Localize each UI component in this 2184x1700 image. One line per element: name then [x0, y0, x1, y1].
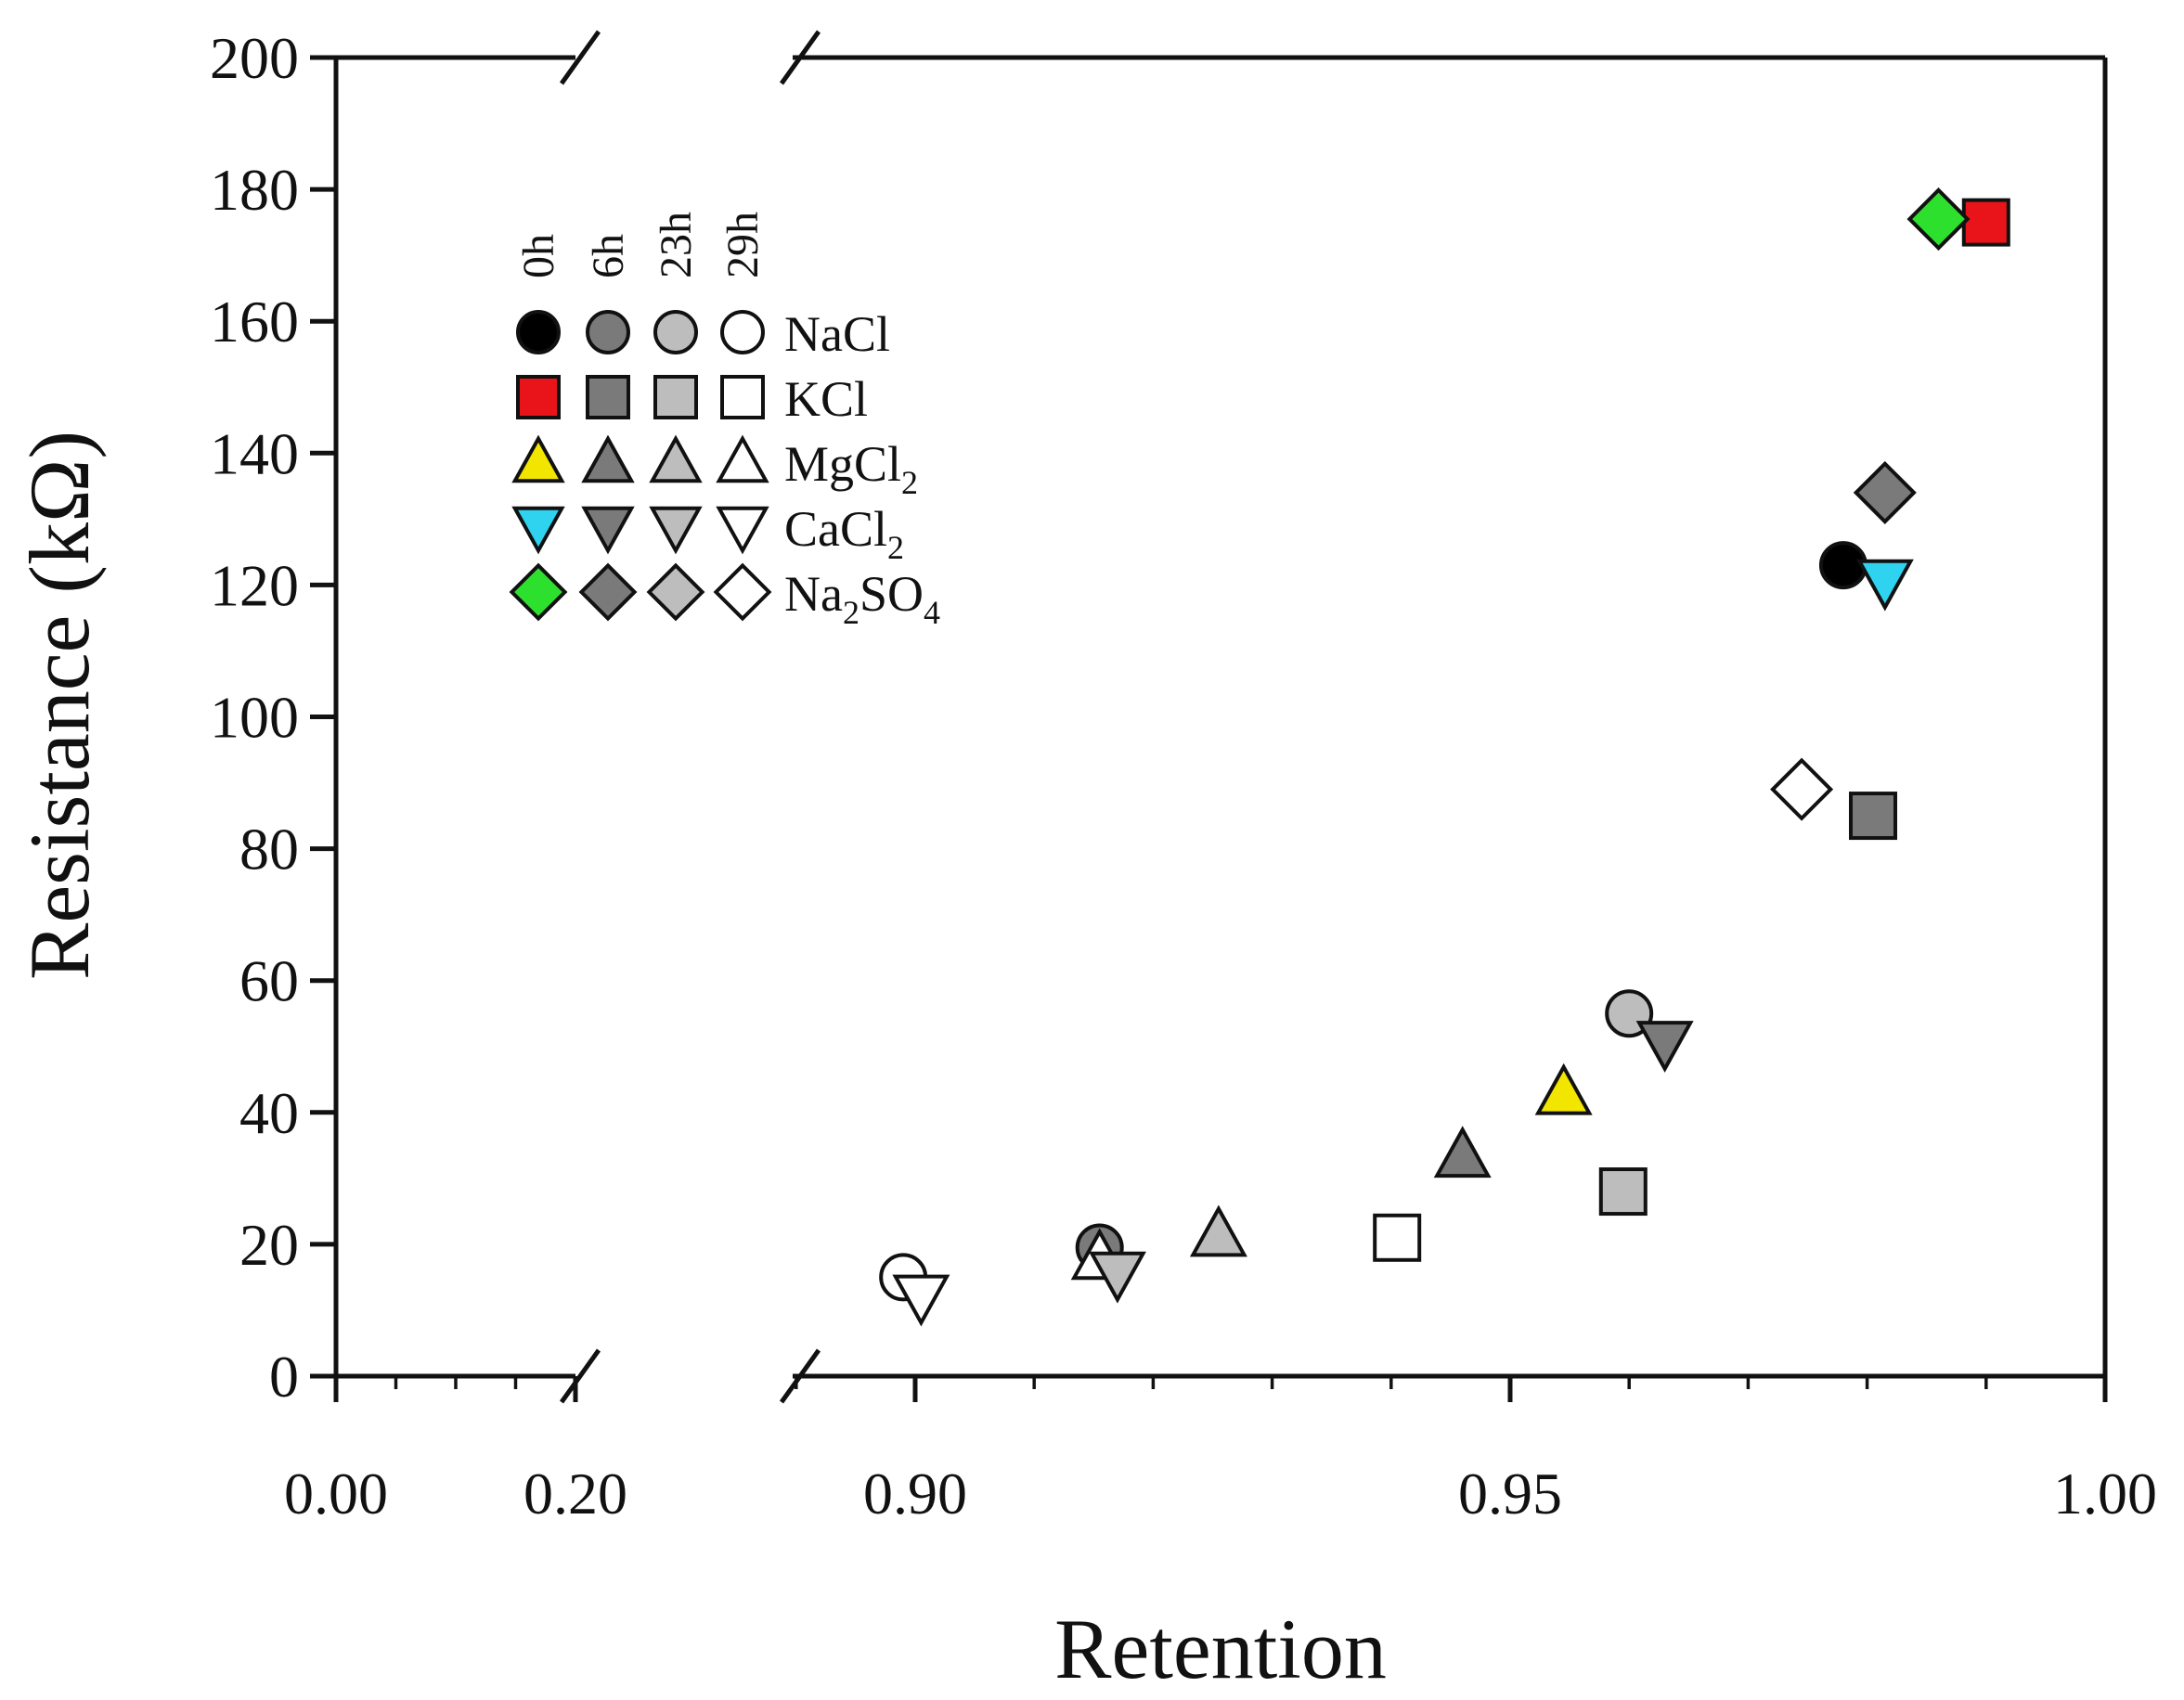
data-point-cacl2-23h	[1088, 1251, 1146, 1304]
y-tick-label: 100	[210, 685, 299, 751]
legend-marker-na2so4-23h	[646, 562, 705, 622]
legend-label-main: Na	[784, 566, 843, 622]
legend-marker-nacl-29h	[720, 310, 765, 354]
legend-marker-cacl2-6h	[581, 506, 635, 555]
data-point-na2so4-29h	[1770, 757, 1834, 821]
x-tick-label: 0.95	[1458, 1461, 1562, 1526]
data-point-nacl-0h	[1818, 541, 1867, 590]
data-point-mgcl2-23h	[1189, 1204, 1247, 1257]
data-point-kcl-23h	[1598, 1167, 1648, 1217]
legend-label-main: MgCl	[784, 436, 901, 492]
axis-break-mark-top-right	[779, 30, 821, 85]
data-point-kcl-29h	[1373, 1213, 1422, 1262]
y-axis-title: Resistance (kΩ)	[12, 431, 107, 980]
x-tick-label: 1.00	[2053, 1461, 2157, 1526]
legend-label-subscript: 2	[887, 529, 904, 566]
y-tick-label: 140	[210, 420, 299, 486]
data-point-kcl-0h	[1961, 198, 2010, 247]
legend-label-cacl2: CaCl2	[784, 501, 904, 566]
legend-marker-na2so4-0h	[509, 562, 568, 622]
legend-label-subscript: 4	[924, 594, 940, 631]
data-point-cacl2-6h	[1635, 1021, 1694, 1073]
legend-time-label: 0h	[514, 234, 563, 278]
legend-marker-nacl-23h	[653, 310, 698, 354]
legend-marker-na2so4-29h	[713, 562, 772, 622]
data-point-na2so4-6h	[1853, 460, 1917, 524]
y-tick-label: 40	[239, 1080, 299, 1146]
y-tick-label: 20	[239, 1212, 299, 1278]
y-tick-label: 200	[210, 25, 299, 91]
legend-time-label: 23h	[652, 212, 701, 278]
y-tick-label: 80	[239, 817, 299, 882]
legend-label-main: CaCl	[784, 501, 887, 557]
legend-label-tail: SO	[859, 566, 924, 622]
legend-time-label: 29h	[718, 212, 768, 278]
legend-label-kcl: KCl	[784, 371, 868, 427]
legend-marker-cacl2-23h	[649, 506, 703, 555]
data-point-na2so4-0h	[1906, 187, 1971, 251]
y-tick-label: 180	[210, 157, 299, 223]
data-point-kcl-6h	[1849, 792, 1898, 841]
legend-marker-kcl-6h	[586, 375, 630, 419]
data-point-cacl2-0h	[1855, 559, 1914, 612]
legend-label-subscript: 2	[901, 464, 918, 501]
legend-marker-mgcl2-29h	[716, 434, 769, 483]
data-point-cacl2-29h	[892, 1274, 950, 1327]
legend-marker-cacl2-0h	[511, 506, 565, 555]
axis-break-mark-bottom-right	[779, 1348, 821, 1404]
legend-marker-kcl-23h	[653, 375, 698, 419]
legend-label-subscript: 2	[843, 594, 859, 631]
y-tick-label: 60	[239, 948, 299, 1014]
legend-label-main: NaCl	[784, 306, 890, 362]
x-axis-title: Retention	[1054, 1602, 1387, 1696]
legend-marker-mgcl2-0h	[511, 434, 565, 483]
legend-label-main: KCl	[784, 371, 868, 427]
legend-marker-mgcl2-6h	[581, 434, 635, 483]
data-points	[879, 187, 2010, 1327]
legend-marker-na2so4-6h	[578, 562, 638, 622]
tick-marks	[310, 55, 2108, 1402]
y-tick-label: 160	[210, 289, 299, 354]
x-tick-label: 0.90	[863, 1461, 967, 1526]
legend-marker-kcl-29h	[720, 375, 765, 419]
y-tick-label: 0	[269, 1344, 299, 1410]
legend-time-label: 6h	[584, 234, 633, 278]
tick-labels: 0 20 40 60 80 100 120 140 160 180 200 0.00 0.20 0.90 0…	[210, 25, 2157, 1526]
axis-break-mark-bottom-left	[559, 1348, 601, 1404]
legend-marker-nacl-6h	[586, 310, 630, 354]
legend-marker-mgcl2-23h	[649, 434, 703, 483]
legend-label-mgcl2: MgCl2	[784, 436, 918, 501]
legend-marker-nacl-0h	[516, 310, 561, 354]
data-point-mgcl2-6h	[1433, 1126, 1492, 1178]
legend-marker-kcl-0h	[516, 375, 561, 419]
y-tick-label: 120	[210, 552, 299, 618]
legend-label-nacl: NaCl	[784, 306, 890, 362]
x-tick-label: 0.20	[523, 1461, 627, 1526]
legend-marker-cacl2-29h	[716, 506, 769, 555]
data-point-mgcl2-0h	[1534, 1062, 1593, 1115]
legend-label-na2so4: Na2SO4	[784, 566, 940, 631]
x-tick-label: 0.00	[284, 1461, 388, 1526]
axis-break-mark-top-left	[559, 30, 601, 85]
